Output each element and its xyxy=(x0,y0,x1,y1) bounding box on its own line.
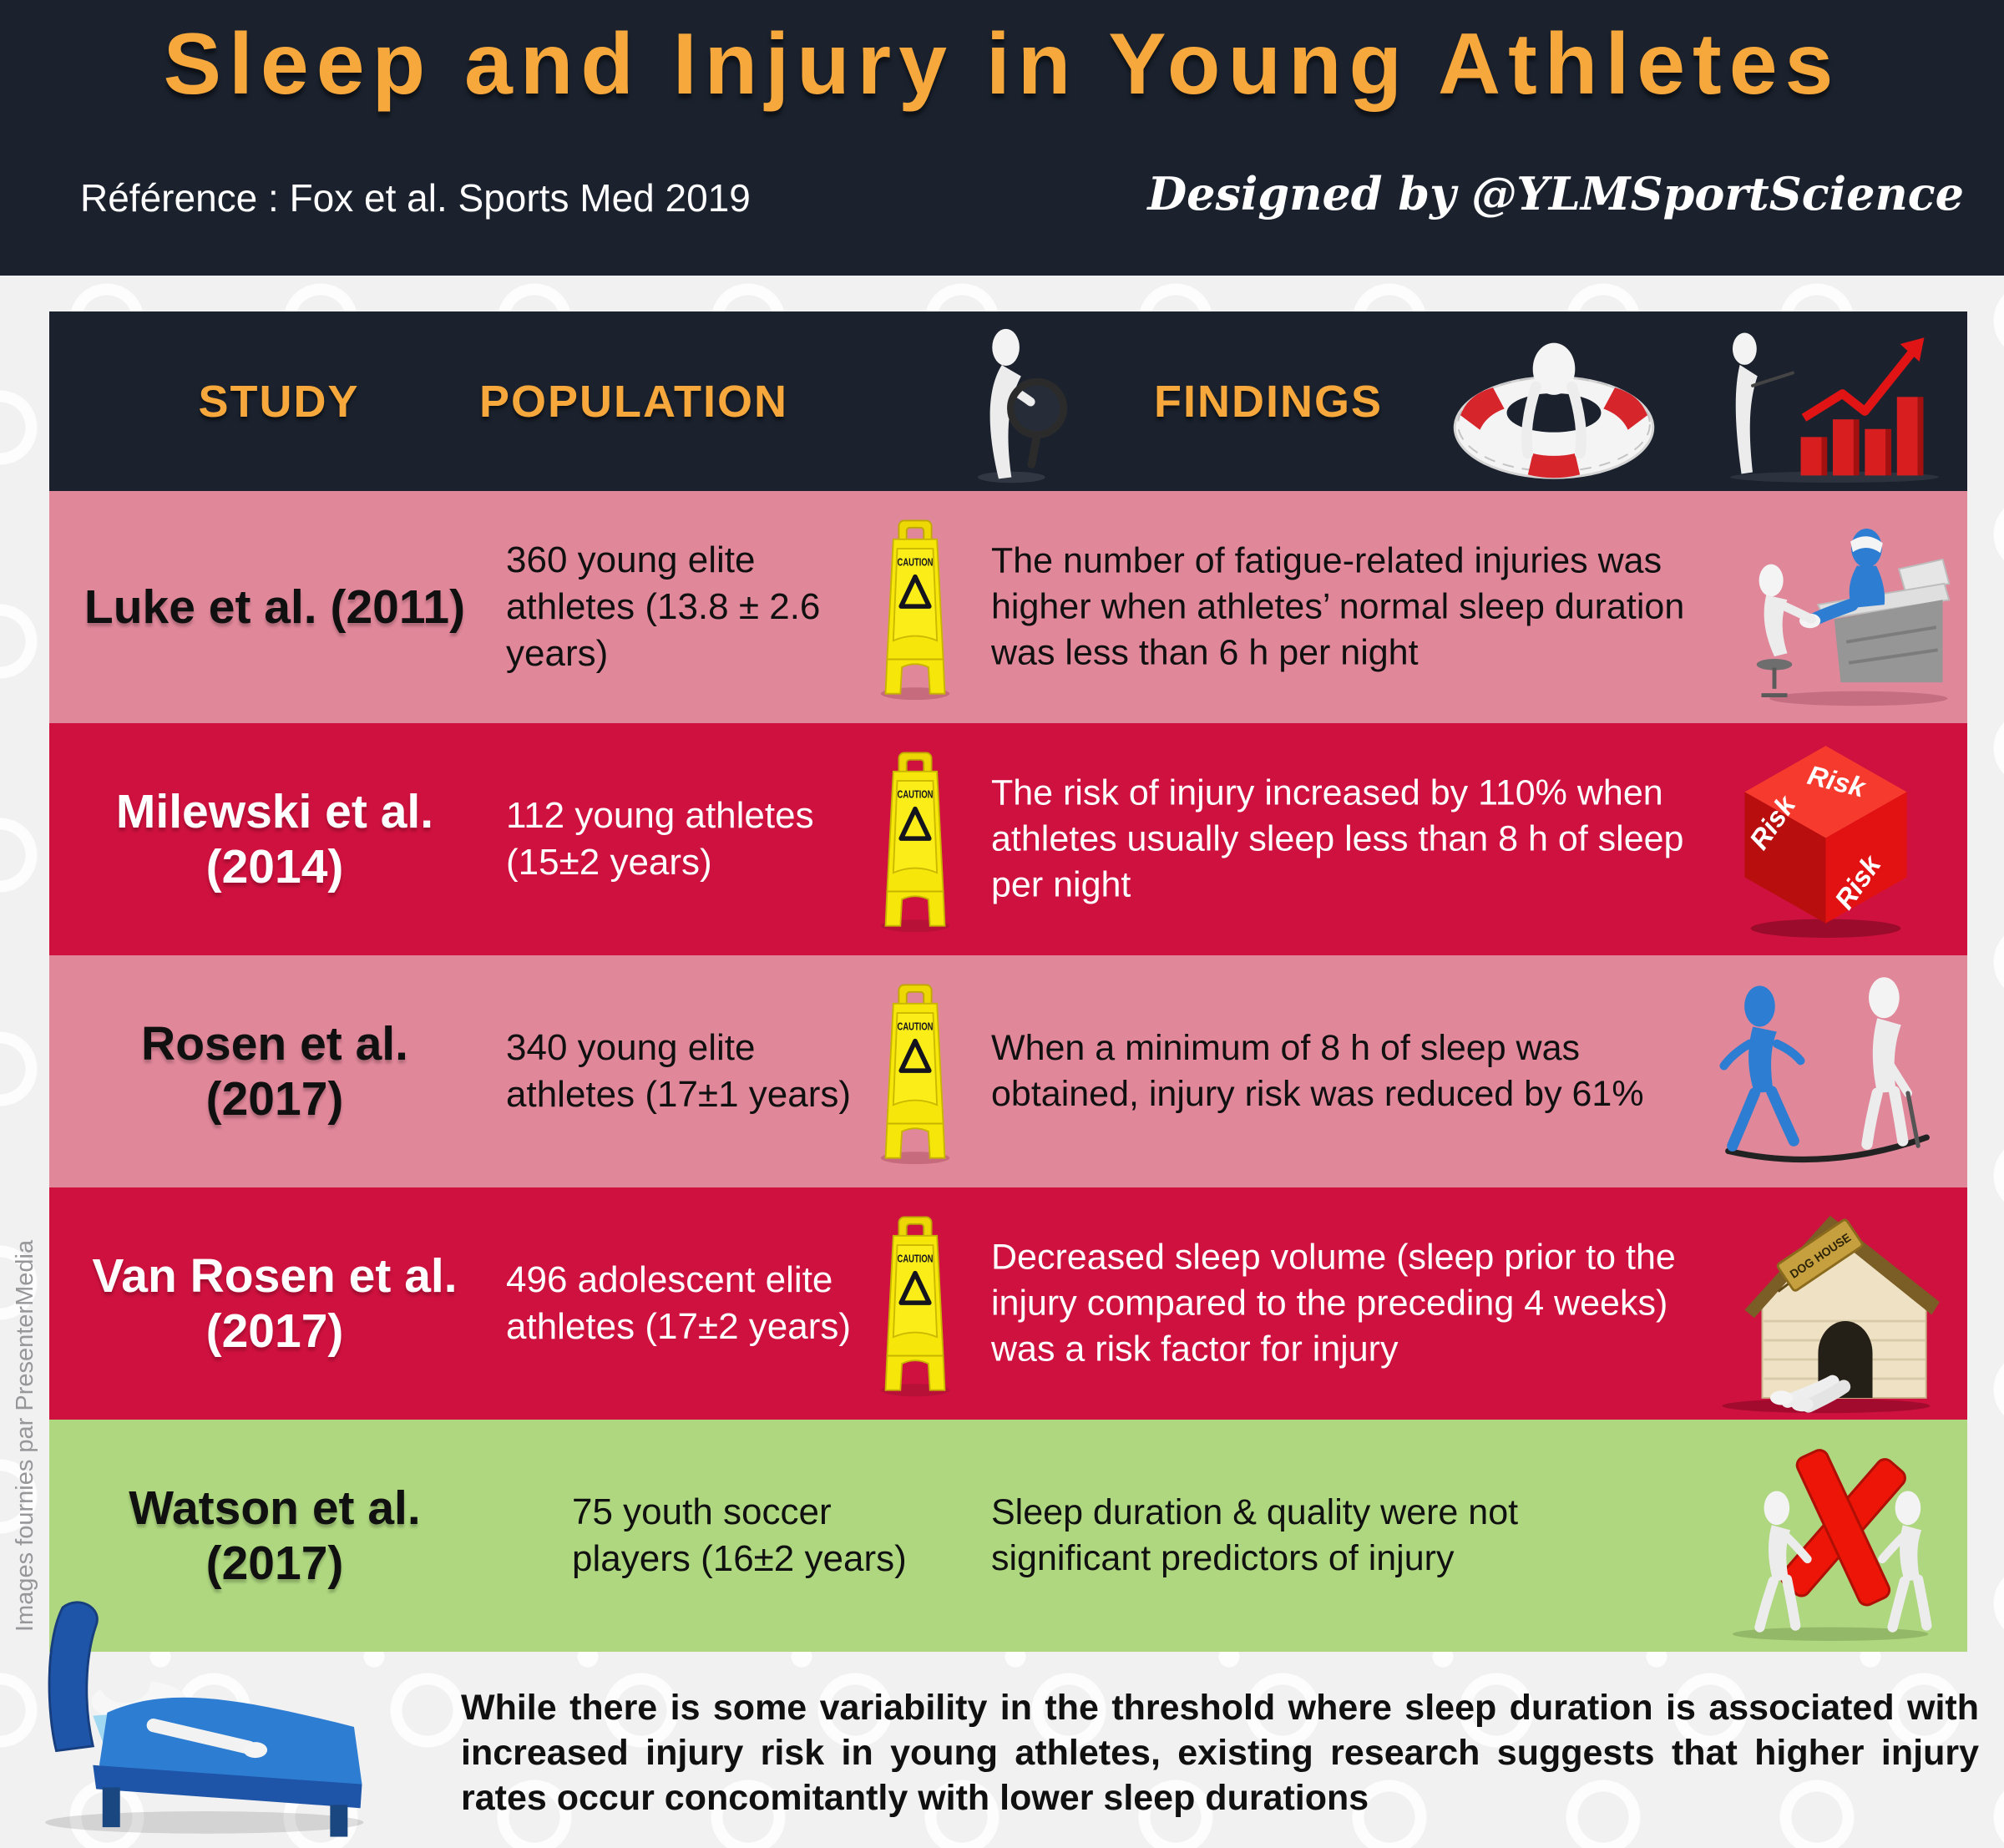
caution-sign-icon xyxy=(873,514,958,701)
rising-chart-figure-icon xyxy=(1730,332,1939,484)
study-name: Rosen et al. (2017) xyxy=(141,1016,408,1126)
risk-dice-icon: Risk Risk Risk xyxy=(1686,723,1966,955)
study-findings: Decreased sleep volume (sleep prior to t… xyxy=(991,1237,1676,1370)
column-header-population: POPULATION xyxy=(479,376,788,427)
study-population: 360 young elite athletes (13.8 ± 2.6 yea… xyxy=(506,539,821,674)
column-header-study: STUDY xyxy=(198,376,360,427)
header-band: Sleep and Injury in Young Athletes Référ… xyxy=(0,0,2004,276)
study-row-luke: Luke et al. (2011) 360 young elite athle… xyxy=(49,491,1967,723)
caution-sign-icon xyxy=(873,1211,958,1398)
study-row-milewski: Milewski et al. (2014) 112 young athlete… xyxy=(49,723,1967,955)
caution-sign-icon xyxy=(873,747,958,934)
study-findings: Sleep duration & quality were not signif… xyxy=(991,1491,1519,1578)
study-name: Watson et al. (2017) xyxy=(129,1481,421,1590)
figures-carrying-red-x-icon: , xyxy=(1686,1420,1966,1652)
figures-drawing-line-icon xyxy=(1686,955,1966,1187)
table-header: STUDY POPULATION FINDINGS xyxy=(49,311,1967,491)
study-population: 340 young elite athletes (17±1 years) xyxy=(506,1027,852,1115)
reference-text: Référence : Fox et al. Sports Med 2019 xyxy=(80,176,751,220)
column-header-findings: FINDINGS xyxy=(1153,376,1383,427)
study-findings: The number of fatigue-related injuries w… xyxy=(991,540,1685,673)
lifebuoy-figure-icon xyxy=(1453,342,1655,479)
credit-text: Designed by @YLMSportScience xyxy=(1147,167,1964,220)
study-row-van-rosen: Van Rosen et al. (2017) 496 adolescent e… xyxy=(49,1187,1967,1420)
image-credit-watermark: Images fournies par PresenterMedia xyxy=(12,1239,38,1632)
study-population: 75 youth soccer players (16±2 years) xyxy=(572,1491,907,1579)
studies-table: STUDY POPULATION FINDINGS xyxy=(49,311,1967,1652)
physio-treating-injured-athlete-icon xyxy=(1686,491,1966,723)
caution-sign-icon xyxy=(873,979,958,1166)
magnifier-figure-icon xyxy=(978,328,1068,484)
study-row-watson: Watson et al. (2017) 75 youth soccer pla… xyxy=(49,1420,1967,1652)
study-population: 496 adolescent elite athletes (17±2 year… xyxy=(506,1259,852,1347)
sleeping-figure-in-bed-icon xyxy=(45,1601,364,1837)
study-row-rosen: Rosen et al. (2017) 340 young elite athl… xyxy=(49,955,1967,1187)
study-population: 112 young athletes (15±2 years) xyxy=(506,795,814,883)
study-name: Luke et al. (2011) xyxy=(84,580,466,634)
study-findings: The risk of injury increased by 110% whe… xyxy=(991,772,1684,905)
study-findings: When a minimum of 8 h of sleep was obtai… xyxy=(991,1027,1644,1114)
study-name: Van Rosen et al. (2017) xyxy=(92,1248,458,1358)
figure-in-dog-house-icon: DOG HOUSE xyxy=(1686,1187,1966,1420)
conclusion-text: While there is some variability in the t… xyxy=(461,1688,1979,1819)
page-title: Sleep and Injury in Young Athletes xyxy=(163,16,1841,113)
study-name: Milewski et al. (2014) xyxy=(115,784,434,894)
